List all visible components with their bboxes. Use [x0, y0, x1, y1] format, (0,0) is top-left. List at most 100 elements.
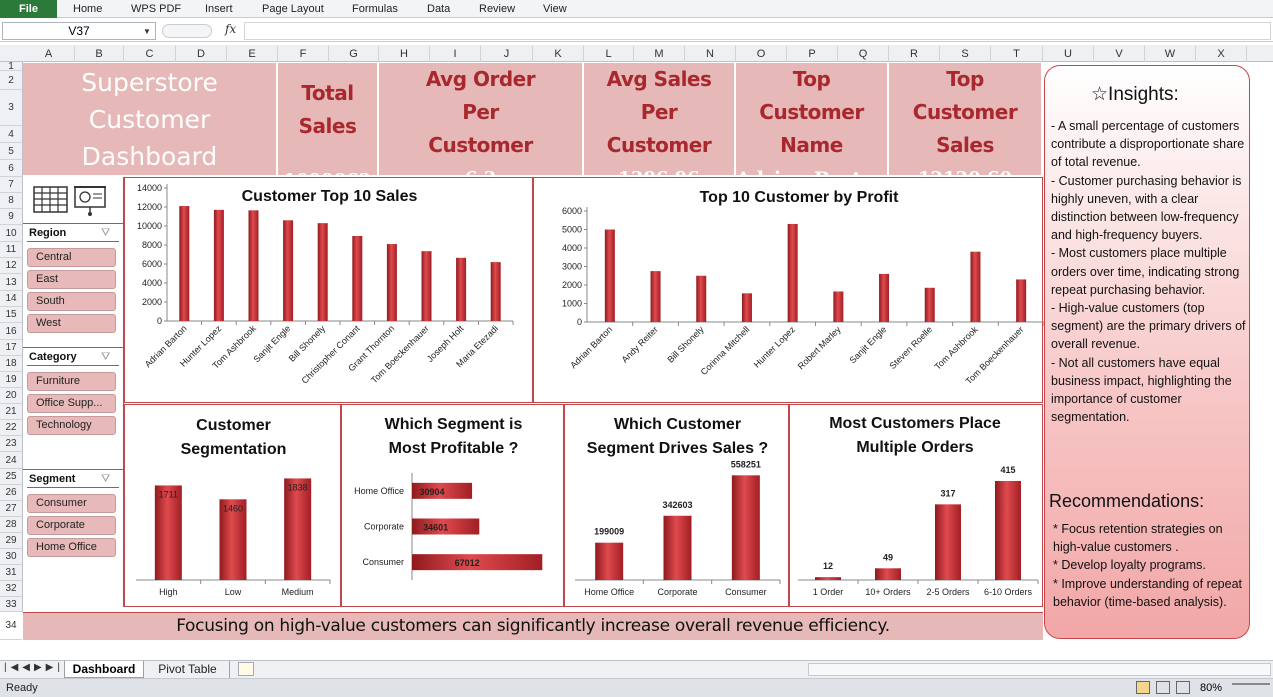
- row-header[interactable]: 28: [0, 517, 22, 533]
- bar[interactable]: [421, 251, 432, 321]
- column-header[interactable]: E: [227, 46, 278, 62]
- slicer-item[interactable]: Corporate: [27, 516, 116, 535]
- row-header[interactable]: 20: [0, 388, 22, 404]
- slicer-item[interactable]: West: [27, 314, 116, 333]
- row-header[interactable]: 4: [0, 126, 22, 143]
- row-header[interactable]: 25: [0, 469, 22, 485]
- page-break-view-icon[interactable]: [1176, 681, 1190, 694]
- bar[interactable]: [1016, 279, 1027, 322]
- slicer-item[interactable]: Home Office: [27, 538, 116, 557]
- bar[interactable]: [352, 235, 363, 321]
- row-header[interactable]: 18: [0, 356, 22, 372]
- row-header[interactable]: 24: [0, 452, 22, 469]
- column-header[interactable]: H: [379, 46, 430, 62]
- row-header[interactable]: 22: [0, 420, 22, 436]
- row-header[interactable]: 12: [0, 258, 22, 274]
- bar[interactable]: [490, 262, 501, 321]
- bar[interactable]: [879, 273, 890, 322]
- column-header[interactable]: M: [634, 46, 685, 62]
- bar[interactable]: [412, 518, 480, 535]
- column-header[interactable]: I: [430, 46, 481, 62]
- bar[interactable]: [875, 568, 901, 580]
- row-header[interactable]: 13: [0, 274, 22, 291]
- bar[interactable]: [995, 480, 1021, 580]
- column-header[interactable]: B: [75, 46, 124, 62]
- bar[interactable]: [154, 485, 182, 580]
- row-header[interactable]: 1: [0, 62, 22, 72]
- normal-view-icon[interactable]: [1136, 681, 1150, 694]
- row-header[interactable]: 23: [0, 436, 22, 452]
- row-header[interactable]: 32: [0, 581, 22, 597]
- file-menu-button[interactable]: File: [0, 0, 57, 18]
- bar[interactable]: [970, 251, 981, 322]
- bar[interactable]: [283, 220, 294, 321]
- row-header[interactable]: 27: [0, 501, 22, 517]
- zoom-level[interactable]: 80%: [1200, 682, 1223, 694]
- chart-segment-sales[interactable]: Which Customer Segment Drives Sales ? Ho…: [564, 404, 789, 607]
- slicer-item[interactable]: East: [27, 270, 116, 289]
- bar[interactable]: [731, 475, 760, 580]
- sheet-nav-arrows-icon[interactable]: |◀◀▶▶|: [4, 662, 64, 673]
- formula-zoom-slider[interactable]: [162, 24, 212, 38]
- presentation-chart-icon[interactable]: [73, 184, 107, 221]
- bar[interactable]: [386, 244, 397, 321]
- bar[interactable]: [412, 554, 543, 571]
- chart-multiple-orders[interactable]: Most Customers Place Multiple Orders 1 O…: [789, 404, 1043, 607]
- tab-review[interactable]: Review: [479, 3, 516, 15]
- row-header[interactable]: 3: [0, 90, 22, 126]
- bar[interactable]: [696, 275, 707, 322]
- row-header[interactable]: 14: [0, 291, 22, 307]
- slicer-item[interactable]: Office Supp...: [27, 394, 116, 413]
- bar[interactable]: [213, 209, 224, 321]
- tab-view[interactable]: View: [543, 3, 567, 15]
- name-box-dropdown-icon[interactable]: ▼: [143, 27, 151, 36]
- row-header[interactable]: 2: [0, 71, 22, 90]
- row-header[interactable]: 16: [0, 323, 22, 340]
- column-header[interactable]: Q: [838, 46, 889, 62]
- row-header[interactable]: 34: [0, 612, 22, 640]
- bar[interactable]: [248, 210, 259, 321]
- tab-insert[interactable]: Insert: [205, 3, 233, 15]
- bar[interactable]: [456, 257, 467, 321]
- function-icon[interactable]: fx: [225, 22, 237, 36]
- slicer-item[interactable]: Technology: [27, 416, 116, 435]
- column-header[interactable]: P: [787, 46, 838, 62]
- row-header[interactable]: 10: [0, 225, 22, 242]
- column-header[interactable]: K: [533, 46, 584, 62]
- bar[interactable]: [787, 223, 798, 322]
- column-header[interactable]: J: [481, 46, 533, 62]
- bar[interactable]: [412, 482, 473, 499]
- tab-data[interactable]: Data: [427, 3, 451, 15]
- row-header[interactable]: 5: [0, 143, 22, 160]
- chart-top10-profit[interactable]: Top 10 Customer by Profit 0 1000 2000 3000 4…: [533, 177, 1044, 403]
- column-header[interactable]: U: [1043, 46, 1094, 62]
- horizontal-scrollbar[interactable]: [808, 663, 1271, 676]
- column-header[interactable]: T: [991, 46, 1043, 62]
- bar[interactable]: [935, 504, 961, 580]
- bar[interactable]: [604, 229, 615, 323]
- column-header[interactable]: X: [1196, 46, 1247, 62]
- column-header[interactable]: W: [1145, 46, 1196, 62]
- sheet-tab-dashboard[interactable]: Dashboard: [64, 661, 144, 678]
- row-header[interactable]: 17: [0, 340, 22, 356]
- row-header[interactable]: 8: [0, 193, 22, 209]
- tab-home[interactable]: Home: [73, 3, 103, 15]
- row-header[interactable]: 15: [0, 307, 22, 323]
- row-header[interactable]: 21: [0, 404, 22, 420]
- column-header[interactable]: R: [889, 46, 940, 62]
- clear-filter-icon[interactable]: ⛛: [101, 351, 111, 363]
- formula-input[interactable]: [244, 22, 1271, 40]
- zoom-slider[interactable]: [1232, 683, 1270, 692]
- tab-page-layout[interactable]: Page Layout: [262, 3, 324, 15]
- tab-formulas[interactable]: Formulas: [352, 3, 398, 15]
- row-header[interactable]: 7: [0, 177, 22, 193]
- column-header[interactable]: D: [176, 46, 227, 62]
- row-header[interactable]: 29: [0, 533, 22, 549]
- row-header[interactable]: 6: [0, 160, 22, 177]
- row-header[interactable]: 26: [0, 485, 22, 501]
- bar[interactable]: [284, 478, 312, 580]
- tab-wps-pdf[interactable]: WPS PDF: [131, 3, 182, 15]
- row-header[interactable]: 30: [0, 549, 22, 565]
- chart-top10-sales[interactable]: Customer Top 10 Sales 0 2000 4000 6000 8000 1…: [124, 177, 533, 403]
- new-sheet-icon[interactable]: [238, 662, 254, 676]
